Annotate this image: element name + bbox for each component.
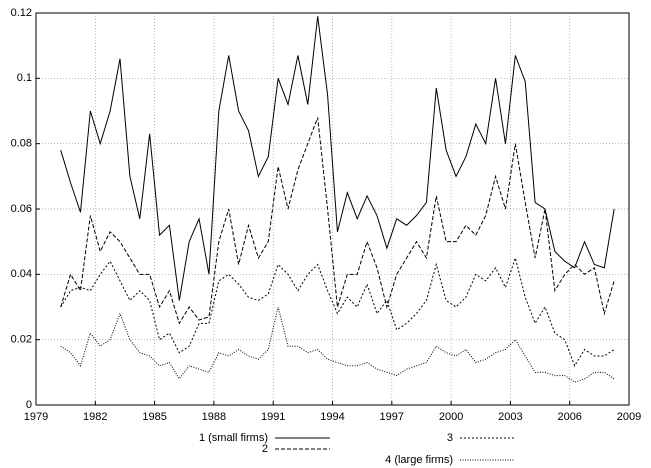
legend-label: 3 [447, 432, 453, 444]
y-tick-label: 0.06 [11, 203, 32, 215]
series-line [60, 306, 615, 383]
x-tick-label: 1985 [142, 411, 166, 423]
legend-label: 1 (small firms) [199, 432, 268, 444]
y-tick-label: 0.08 [11, 138, 32, 150]
series-line [60, 256, 615, 367]
x-tick-label: 1994 [320, 411, 344, 423]
y-tick-label: 0.1 [17, 72, 32, 84]
legend-label: 4 (large firms) [385, 454, 453, 466]
plot-frame [35, 12, 630, 406]
legend-label: 2 [262, 443, 268, 455]
x-tick-label: 2006 [557, 411, 581, 423]
x-tick-label: 1982 [83, 411, 107, 423]
series-line [60, 117, 615, 325]
x-tick-label: 1997 [380, 411, 404, 423]
x-tick-label: 2003 [498, 411, 522, 423]
x-tick-label: 1988 [202, 411, 226, 423]
x-tick-label: 1979 [24, 411, 48, 423]
x-tick-label: 2009 [617, 411, 641, 423]
x-tick-label: 2000 [439, 411, 463, 423]
y-tick-label: 0.04 [11, 268, 32, 280]
series-line [60, 16, 615, 301]
y-tick-label: 0.12 [11, 7, 32, 19]
y-tick-label: 0 [26, 399, 32, 411]
y-tick-label: 0.02 [11, 334, 32, 346]
x-tick-label: 1991 [261, 411, 285, 423]
